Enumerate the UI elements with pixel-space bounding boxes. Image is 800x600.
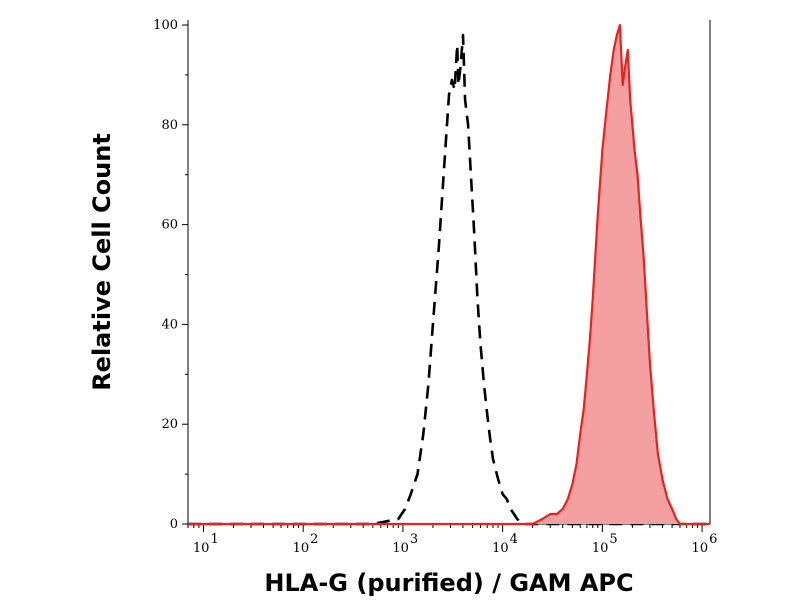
x-tick-exponent: 2	[310, 532, 318, 547]
x-tick-label: 101	[193, 532, 219, 556]
x-tick-base: 10	[592, 541, 609, 556]
x-tick-base: 10	[692, 541, 709, 556]
y-tick-label: 80	[161, 118, 178, 133]
x-tick-exponent: 1	[210, 532, 218, 547]
y-axis-title: Relative Cell Count	[88, 133, 116, 391]
x-tick-base: 10	[492, 541, 509, 556]
y-tick-label: 40	[161, 317, 178, 332]
y-tick-label: 100	[153, 18, 178, 33]
x-axis-title: HLA-G (purified) / GAM APC	[264, 569, 633, 597]
y-tick-label: 60	[161, 218, 178, 233]
series-1-line	[188, 33, 710, 526]
y-ticks	[182, 24, 188, 525]
x-tick-label: 105	[592, 532, 618, 556]
x-tick-exponent: 5	[609, 532, 617, 547]
x-tick-base: 10	[392, 541, 409, 556]
series-2-line	[188, 23, 710, 526]
x-tick-exponent: 4	[510, 532, 518, 547]
x-tick-base: 10	[293, 541, 310, 556]
x-tick-base: 10	[193, 541, 210, 556]
x-tick-exponent: 3	[410, 532, 418, 547]
x-tick-label: 102	[293, 532, 319, 556]
x-tick-label: 103	[392, 532, 418, 556]
x-major-ticks	[202, 524, 703, 532]
y-tick-label: 0	[170, 517, 178, 532]
series-2-fill	[188, 25, 710, 524]
y-tick-labels: 0 20 40 60 80 100	[153, 18, 178, 532]
x-tick-exponent: 6	[709, 532, 717, 547]
x-tick-label: 106	[692, 532, 718, 556]
y-tick-label: 20	[161, 417, 178, 432]
x-tick-label: 104	[492, 532, 518, 556]
series-layer	[188, 23, 710, 526]
